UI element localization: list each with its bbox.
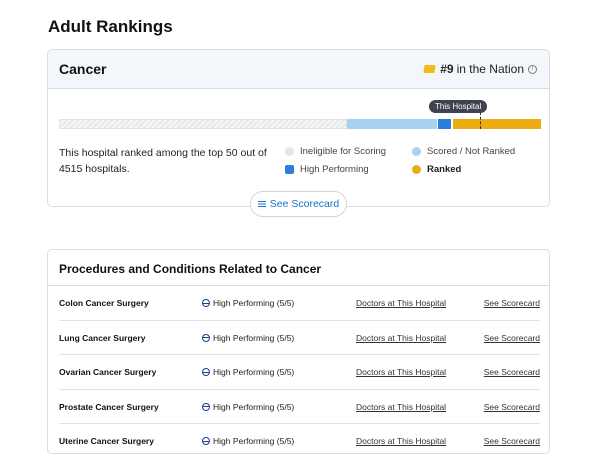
rating-label: High Performing (5/5) <box>213 298 295 308</box>
procedures-title: Procedures and Conditions Related to Can… <box>59 262 322 276</box>
scorecard-link[interactable]: See Scorecard <box>483 298 540 308</box>
rating: High Performing (5/5) <box>202 436 294 446</box>
page-title: Adult Rankings <box>48 17 173 36</box>
legend-dot-icon <box>412 165 421 174</box>
national-rank: #9 in the Nation i <box>423 62 537 76</box>
high-performing-icon <box>202 437 210 446</box>
high-performing-segment <box>438 119 451 129</box>
high-performing-icon <box>202 402 210 411</box>
divider <box>48 285 549 286</box>
rating: High Performing (5/5) <box>202 298 294 308</box>
doctors-link[interactable]: Doctors at This Hospital <box>356 367 447 378</box>
legend-dot-icon <box>285 147 294 156</box>
scorecard-link[interactable]: See Scorecard <box>483 401 540 412</box>
legend-label: Ranked <box>427 164 462 175</box>
ranked-segment <box>453 119 541 129</box>
rank-suffix: in the Nation <box>456 62 524 76</box>
rating: High Performing (5/5) <box>202 367 294 377</box>
specialty-card: Cancer #9 in the Nation i This Hospital … <box>47 49 550 217</box>
legend-label: Ineligible for Scoring <box>300 146 387 157</box>
hospital-marker-line <box>480 112 481 129</box>
procedure-name: Ovarian Cancer Surgery <box>59 367 157 378</box>
procedure-name: Lung Cancer Surgery <box>59 332 146 343</box>
procedure-row: Ovarian Cancer Surgery High Performing (… <box>59 355 540 390</box>
rating-label: High Performing (5/5) <box>213 332 295 343</box>
high-performing-icon <box>202 368 210 377</box>
rating-label: High Performing (5/5) <box>213 401 295 412</box>
high-performing-icon <box>202 299 210 307</box>
rating: High Performing (5/5) <box>202 333 294 343</box>
legend-label: Scored / Not Ranked <box>427 146 516 157</box>
info-icon[interactable]: i <box>528 64 537 74</box>
see-scorecard-button[interactable]: See Scorecard <box>250 191 347 217</box>
procedure-row: Prostate Cancer Surgery High Performing … <box>59 390 540 425</box>
legend-square-icon <box>285 165 294 174</box>
scorecard-link[interactable]: See Scorecard <box>483 436 540 447</box>
procedure-row: Colon Cancer Surgery High Performing (5/… <box>59 286 540 321</box>
procedures-list: Colon Cancer Surgery High Performing (5/… <box>59 286 540 458</box>
rating: High Performing (5/5) <box>202 402 294 412</box>
doctors-link[interactable]: Doctors at This Hospital <box>356 332 447 343</box>
procedure-row: Lung Cancer Surgery High Performing (5/5… <box>59 321 540 356</box>
legend-ranked: Ranked <box>412 164 461 175</box>
hospital-marker-tag: This Hospital <box>429 100 488 113</box>
specialty-card-header: Cancer #9 in the Nation i <box>48 50 549 89</box>
doctors-link[interactable]: Doctors at This Hospital <box>356 401 447 412</box>
list-icon <box>257 201 266 207</box>
scorecard-link[interactable]: See Scorecard <box>483 332 540 343</box>
procedure-row: Uterine Cancer Surgery High Performing (… <box>59 424 540 458</box>
rating-label: High Performing (5/5) <box>213 367 295 378</box>
legend-label: High Performing <box>300 164 369 175</box>
high-performing-icon <box>202 333 210 342</box>
doctors-link[interactable]: Doctors at This Hospital <box>356 298 447 308</box>
specialty-title: Cancer <box>59 61 107 77</box>
rank-number: #9 <box>440 62 454 76</box>
procedure-name: Uterine Cancer Surgery <box>59 436 154 447</box>
procedure-name: Colon Cancer Surgery <box>59 298 149 308</box>
ranking-description: This hospital ranked among the top 50 ou… <box>59 147 267 175</box>
procedures-card: Procedures and Conditions Related to Can… <box>47 249 550 454</box>
scorecard-link[interactable]: See Scorecard <box>483 367 540 378</box>
rating-label: High Performing (5/5) <box>213 436 295 447</box>
legend-dot-icon <box>412 147 421 156</box>
see-scorecard-label: See Scorecard <box>269 198 340 210</box>
procedure-name: Prostate Cancer Surgery <box>59 401 159 412</box>
doctors-link[interactable]: Doctors at This Hospital <box>356 436 447 447</box>
scored-segment <box>347 119 437 129</box>
legend-scored: Scored / Not Ranked <box>412 146 515 157</box>
legend-ineligible: Ineligible for Scoring <box>285 146 386 157</box>
legend-high-performing: High Performing <box>285 164 369 175</box>
ribbon-icon <box>423 65 436 73</box>
ineligible-segment <box>59 119 347 129</box>
